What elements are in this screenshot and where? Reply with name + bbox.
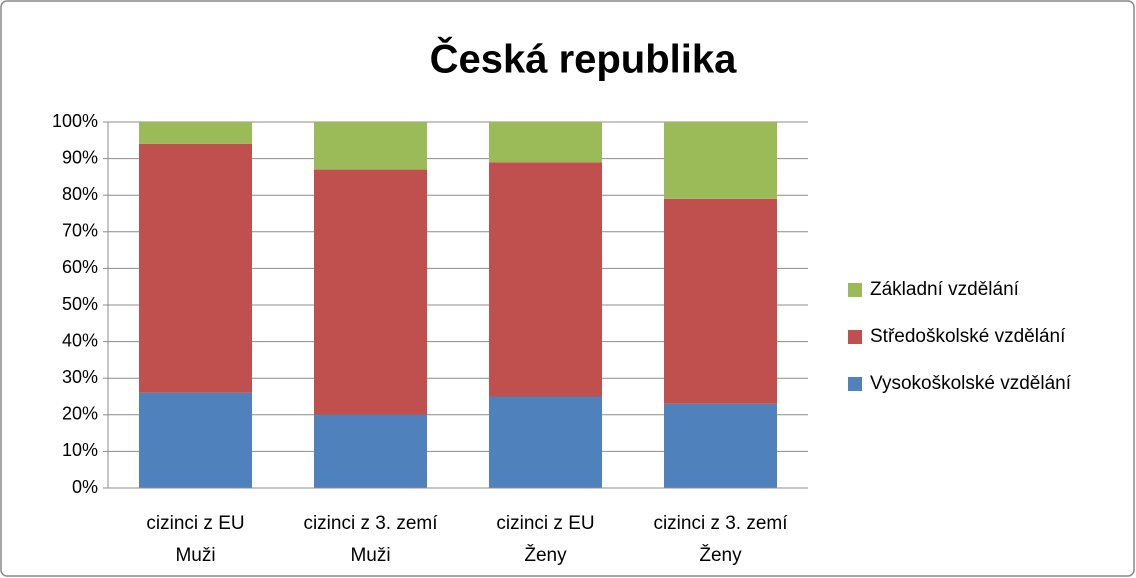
bar-segment <box>139 122 252 144</box>
legend-swatch <box>848 330 862 344</box>
x-tick-label: cizinci z 3. zemí <box>303 513 438 534</box>
y-tick-label: 90% <box>62 147 98 167</box>
y-tick-label: 100% <box>52 111 98 131</box>
legend-swatch <box>848 283 862 297</box>
bar-segment <box>489 122 602 163</box>
x-tick-label: Ženy <box>699 544 742 566</box>
bar-segment <box>314 122 427 170</box>
legend-label: Středoškolské vzdělání <box>870 326 1066 347</box>
bar-segment <box>664 122 777 199</box>
legend-swatch <box>848 377 862 391</box>
x-tick-label: cizinci z EU <box>146 513 244 534</box>
x-tick-label: cizinci z 3. zemí <box>653 513 788 534</box>
y-tick-label: 40% <box>62 330 98 350</box>
y-tick-label: 50% <box>62 294 98 314</box>
legend-label: Základní vzdělání <box>870 279 1020 300</box>
x-tick-label: Ženy <box>524 544 567 566</box>
bar-segment <box>314 414 427 488</box>
y-tick-label: 10% <box>62 440 98 460</box>
bar-segment <box>139 143 252 393</box>
y-tick-label: 30% <box>62 367 98 387</box>
y-tick-label: 70% <box>62 221 98 241</box>
y-tick-label: 20% <box>62 404 98 424</box>
bar-segment <box>664 403 777 488</box>
bar-segment <box>664 198 777 404</box>
x-tick-label: Muži <box>350 545 390 566</box>
bar-segment <box>489 396 602 488</box>
y-tick-label: 80% <box>62 184 98 204</box>
y-tick-label: 60% <box>62 257 98 277</box>
legend-label: Vysokoškolské vzdělání <box>870 373 1072 394</box>
bar-segment <box>314 169 427 415</box>
x-tick-label: cizinci z EU <box>496 513 594 534</box>
bar-segment <box>139 392 252 488</box>
chart-title: Česká republika <box>430 36 738 82</box>
x-tick-label: Muži <box>175 545 215 566</box>
y-tick-label: 0% <box>72 477 98 497</box>
bar-segment <box>489 162 602 397</box>
